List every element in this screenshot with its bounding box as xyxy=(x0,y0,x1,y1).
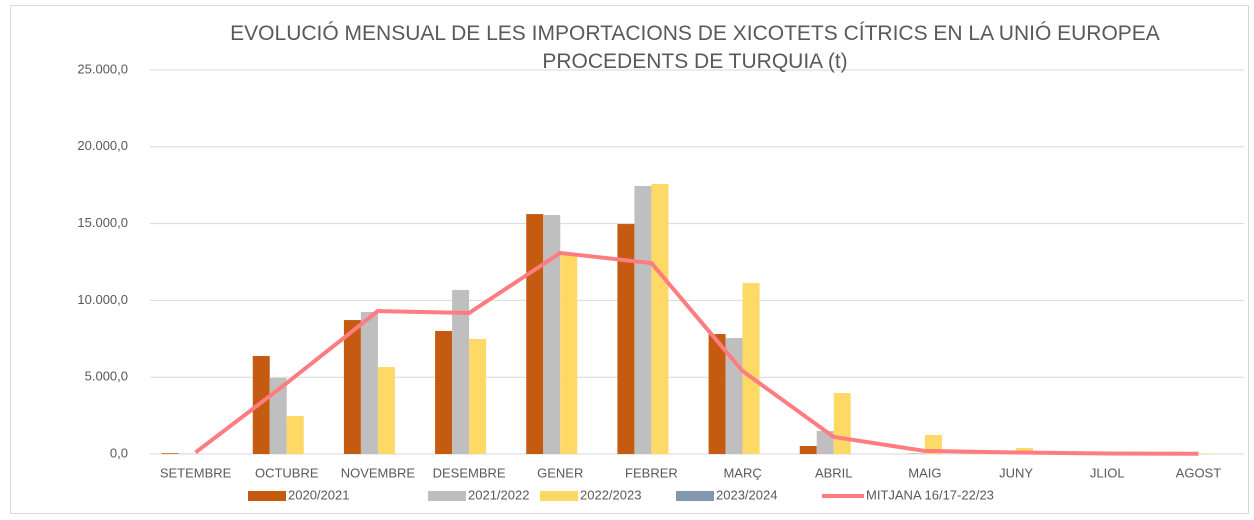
bar xyxy=(343,320,361,454)
x-tick-label: GENER xyxy=(537,465,583,480)
bar xyxy=(833,393,851,454)
x-tick-label: FEBRER xyxy=(625,465,678,480)
bar xyxy=(543,214,561,454)
x-tick-label: MAIG xyxy=(908,465,941,480)
legend-swatch xyxy=(248,491,286,501)
bar xyxy=(269,377,287,454)
bar xyxy=(161,453,179,454)
x-tick-label: NOVEMBRE xyxy=(341,465,416,480)
bar xyxy=(560,254,578,454)
bar xyxy=(435,330,453,454)
legend-swatch xyxy=(676,491,714,501)
x-tick-label: DESEMBRE xyxy=(433,465,506,480)
legend-label: 2023/2024 xyxy=(716,487,777,502)
y-tick-label: 0,0 xyxy=(110,445,128,460)
bar xyxy=(360,311,378,454)
bar xyxy=(816,430,834,454)
chart-title: EVOLUCIÓ MENSUAL DE LES IMPORTACIONS DE … xyxy=(230,22,1160,73)
bar xyxy=(526,214,544,454)
y-tick-label: 20.000,0 xyxy=(77,138,128,153)
legend-swatch xyxy=(540,491,578,501)
chart-border xyxy=(10,5,1249,514)
x-tick-label: JLIOL xyxy=(1090,465,1125,480)
y-tick-label: 25.000,0 xyxy=(77,61,128,76)
x-tick-label: JUNY xyxy=(999,465,1033,480)
x-tick-label: SETEMBRE xyxy=(160,465,232,480)
bar xyxy=(377,367,395,454)
legend-swatch xyxy=(428,491,466,501)
bar xyxy=(907,453,925,454)
bar xyxy=(708,334,726,454)
bar xyxy=(617,224,635,454)
legend-label: 2022/2023 xyxy=(580,487,641,502)
line-series xyxy=(194,250,1199,456)
bar xyxy=(469,338,487,454)
legend-label: MITJANA 16/17-22/23 xyxy=(866,487,994,502)
y-tick-label: 10.000,0 xyxy=(77,292,128,307)
bar xyxy=(252,356,270,454)
x-tick-label: MARÇ xyxy=(723,465,761,480)
bar xyxy=(452,289,470,454)
x-tick-label: OCTUBRE xyxy=(255,465,319,480)
bar xyxy=(634,185,652,454)
bar xyxy=(651,183,669,455)
y-tick-label: 5.000,0 xyxy=(85,369,128,384)
legend-label: 2021/2022 xyxy=(468,487,529,502)
bar xyxy=(286,416,304,454)
legend-label: 2020/2021 xyxy=(288,487,349,502)
x-tick-label: ABRIL xyxy=(815,465,853,480)
x-tick-label: AGOST xyxy=(1176,465,1222,480)
bar xyxy=(799,446,817,454)
bar xyxy=(742,283,760,454)
y-tick-label: 15.000,0 xyxy=(77,215,128,230)
